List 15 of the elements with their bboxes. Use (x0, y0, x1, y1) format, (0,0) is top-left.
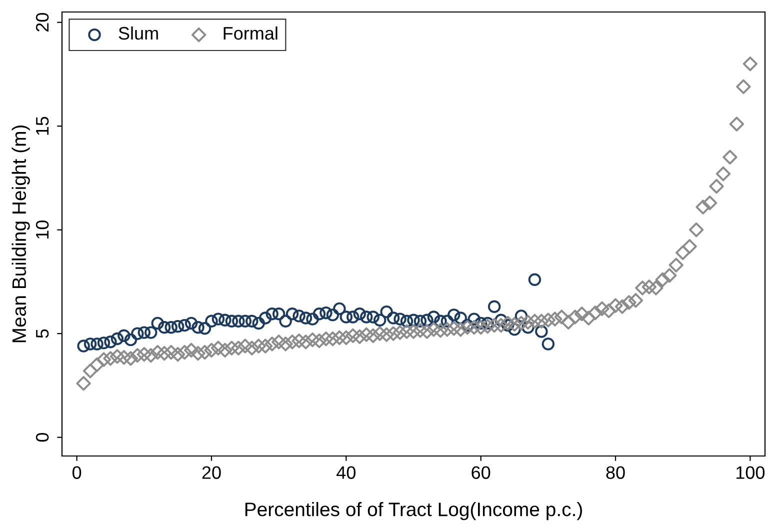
x-tick-label: 80 (606, 466, 625, 479)
y-tick-label: 0 (36, 433, 49, 442)
x-tick-label: 0 (72, 466, 82, 479)
x-tick-label: 100 (736, 466, 765, 479)
y-tick-label: 5 (36, 329, 49, 338)
x-tick-label: 20 (202, 466, 221, 479)
y-tick-label: 10 (36, 220, 49, 239)
x-tick-label: 60 (472, 466, 490, 479)
x-axis-title: Percentiles of of Tract Log(Income p.c.) (245, 502, 582, 520)
y-tick-label: 15 (36, 116, 49, 135)
y-tick-label: 20 (36, 13, 49, 32)
x-tick-label: 40 (336, 466, 356, 479)
legend-label: Formal (224, 26, 278, 40)
y-axis-title: Mean Building Height (m) (12, 126, 30, 342)
legend-label: Slum (118, 26, 158, 40)
